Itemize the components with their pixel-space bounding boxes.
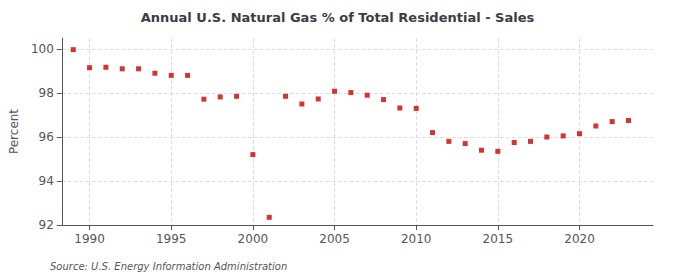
- svg-text:2010: 2010: [401, 232, 432, 246]
- svg-text:94: 94: [39, 174, 54, 188]
- svg-text:Percent: Percent: [7, 109, 21, 154]
- svg-text:Annual U.S. Natural Gas % of T: Annual U.S. Natural Gas % of Total Resid…: [141, 10, 535, 25]
- svg-text:100: 100: [31, 42, 54, 56]
- svg-text:Source: U.S. Energy Informatio: Source: U.S. Energy Information Administ…: [50, 261, 287, 272]
- svg-text:2020: 2020: [564, 232, 595, 246]
- svg-text:98: 98: [39, 86, 54, 100]
- svg-text:1990: 1990: [74, 232, 105, 246]
- svg-text:2000: 2000: [238, 232, 269, 246]
- svg-text:1995: 1995: [156, 232, 187, 246]
- svg-text:92: 92: [39, 218, 54, 232]
- svg-text:96: 96: [39, 130, 54, 144]
- svg-text:2015: 2015: [483, 232, 514, 246]
- svg-text:2005: 2005: [319, 232, 350, 246]
